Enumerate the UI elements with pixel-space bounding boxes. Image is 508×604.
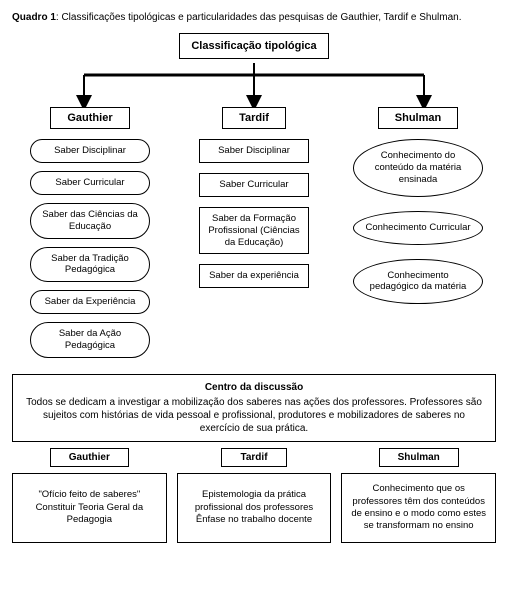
gauthier-item: Saber da Experiência <box>30 290 150 314</box>
bottom-box-gauthier: "Ofício feito de saberes"Constituir Teor… <box>12 473 167 543</box>
bottom-col-tardif: Tardif Epistemologia da prática profissi… <box>177 448 332 543</box>
columns-container: Gauthier Saber Disciplinar Saber Curricu… <box>12 107 496 366</box>
column-gauthier: Gauthier Saber Disciplinar Saber Curricu… <box>12 107 168 366</box>
bottom-box-tardif: Epistemologia da prática profissional do… <box>177 473 332 543</box>
col-header-tardif: Tardif <box>222 107 286 129</box>
discussion-box: Centro da discussão Todos se dedicam a i… <box>12 374 496 442</box>
bottom-col-gauthier: Gauthier "Ofício feito de saberes"Consti… <box>12 448 167 543</box>
caption-text: : Classificações tipológicas e particula… <box>56 12 462 23</box>
col-header-shulman: Shulman <box>378 107 458 129</box>
shulman-item: Conhecimento do conteúdo da matéria ensi… <box>353 139 483 197</box>
bottom-col-shulman: Shulman Conhecimento que os professores … <box>341 448 496 543</box>
discussion-body: Todos se dedicam a investigar a mobiliza… <box>26 397 482 434</box>
tardif-item: Saber Curricular <box>199 173 309 197</box>
bottom-header-tardif: Tardif <box>221 448 286 467</box>
bottom-row: Gauthier "Ofício feito de saberes"Consti… <box>12 448 496 543</box>
bottom-box-shulman: Conhecimento que os professores têm dos … <box>341 473 496 543</box>
tardif-item: Saber da Formação Profissional (Ciências… <box>199 207 309 255</box>
gauthier-item: Saber Disciplinar <box>30 139 150 163</box>
gauthier-item: Saber Curricular <box>30 171 150 195</box>
column-tardif: Tardif Saber Disciplinar Saber Curricula… <box>176 107 332 366</box>
gauthier-item: Saber da Ação Pedagógica <box>30 322 150 358</box>
shulman-item: Conhecimento Curricular <box>353 211 483 245</box>
shulman-item: Conhecimento pedagógico da matéria <box>353 259 483 305</box>
discussion-title: Centro da discussão <box>23 381 485 394</box>
caption-label: Quadro 1 <box>12 12 56 23</box>
col-header-gauthier: Gauthier <box>50 107 129 129</box>
gauthier-item: Saber da Tradição Pedagógica <box>30 247 150 283</box>
tardif-item: Saber Disciplinar <box>199 139 309 163</box>
gauthier-item: Saber das Ciências da Educação <box>30 203 150 239</box>
tardif-item: Saber da experiência <box>199 264 309 288</box>
figure-caption: Quadro 1: Classificações tipológicas e p… <box>12 12 496 23</box>
bottom-header-gauthier: Gauthier <box>50 448 129 467</box>
bottom-header-shulman: Shulman <box>379 448 459 467</box>
tree-connector <box>24 63 484 107</box>
column-shulman: Shulman Conhecimento do conteúdo da maté… <box>340 107 496 366</box>
root-node: Classificação tipológica <box>179 33 329 59</box>
